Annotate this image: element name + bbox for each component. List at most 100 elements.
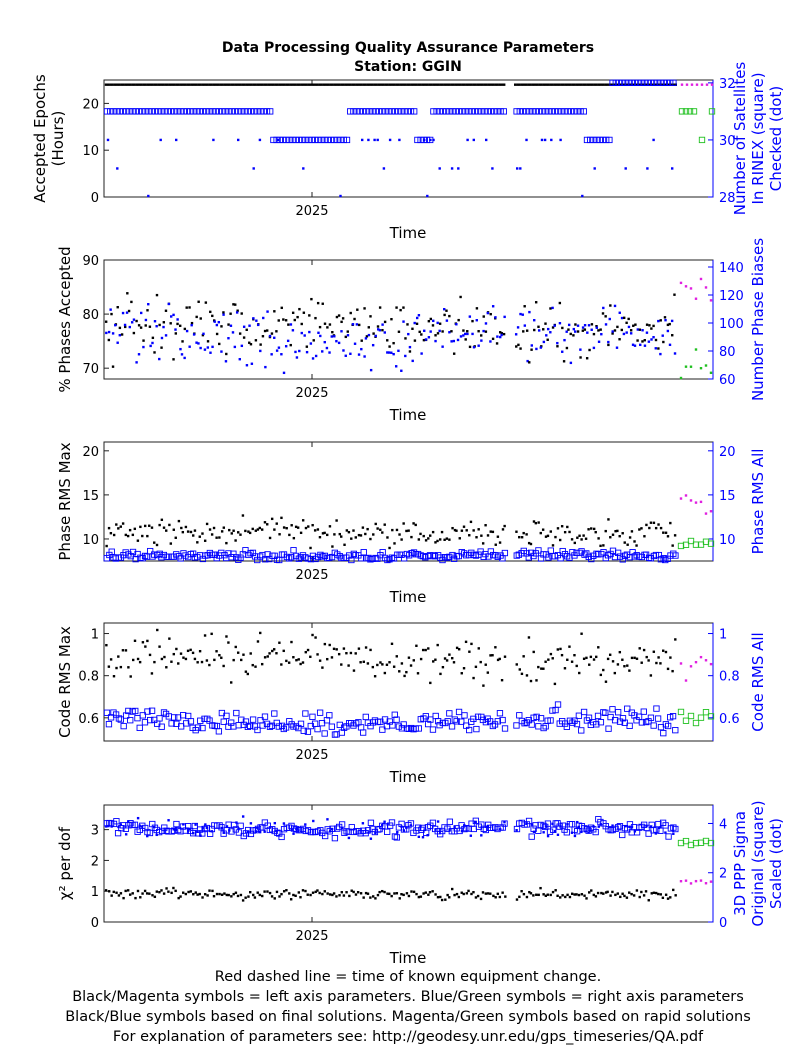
epoch-dot	[184, 83, 187, 86]
right-dot	[160, 336, 164, 340]
left-dot	[475, 536, 478, 539]
rinex-square	[324, 136, 331, 144]
left-dot	[403, 674, 406, 678]
epoch-dot	[109, 83, 112, 86]
right-dot	[411, 359, 414, 363]
right-rapid-dot	[699, 366, 703, 370]
left-dot	[302, 311, 306, 314]
y-left-tick-label: 20	[82, 97, 99, 112]
right-dot	[673, 352, 677, 355]
epoch-dot	[179, 83, 182, 86]
left-dot	[638, 647, 641, 650]
left-dot	[167, 890, 170, 893]
epoch-dot	[265, 83, 268, 86]
left-dot	[245, 328, 248, 331]
left-dot	[549, 652, 553, 656]
left-dot	[616, 529, 619, 533]
left-dot	[410, 890, 413, 893]
data-marks	[103, 628, 715, 738]
left-dot	[295, 658, 298, 662]
right-dot	[342, 349, 345, 352]
left-dot	[127, 666, 130, 669]
left-dot	[131, 533, 135, 537]
left-dot	[117, 894, 121, 897]
left-dot	[150, 672, 154, 675]
rinex-square	[254, 108, 261, 115]
rinex-square	[212, 108, 219, 115]
left-dot	[316, 301, 320, 305]
left-dot	[328, 323, 332, 326]
left-dot	[601, 312, 605, 315]
left-dot	[462, 667, 466, 670]
right-dot	[533, 319, 536, 322]
epoch-dot	[520, 83, 523, 86]
left-dot	[669, 896, 672, 899]
right-square	[307, 556, 315, 563]
right-square	[393, 834, 400, 841]
left-dot	[534, 301, 538, 304]
left-dot	[640, 527, 643, 530]
right-dot	[229, 324, 233, 327]
right-square	[403, 550, 411, 558]
left-rapid-dot	[679, 662, 683, 665]
left-dot	[412, 522, 415, 525]
left-dot	[332, 647, 336, 651]
left-dot	[288, 892, 291, 895]
right-square	[127, 820, 134, 827]
right-square	[600, 709, 607, 716]
right-square	[575, 712, 583, 719]
right-square	[235, 556, 242, 563]
left-dot	[374, 522, 377, 526]
epoch-dot	[538, 83, 541, 86]
epoch-dot	[214, 83, 218, 86]
right-square	[458, 718, 465, 725]
left-dot	[486, 892, 490, 895]
checked-dot	[212, 138, 215, 142]
left-dot	[450, 330, 453, 333]
right-square	[588, 555, 595, 563]
right-square	[156, 550, 163, 557]
rinex-square	[302, 136, 309, 144]
right-dot	[563, 338, 566, 342]
epoch-dot	[560, 83, 563, 86]
epoch-dot	[129, 83, 132, 86]
left-dot	[635, 889, 639, 892]
right-dot	[144, 318, 148, 322]
left-dot	[239, 533, 242, 536]
left-dot	[652, 891, 656, 894]
left-dot	[522, 531, 525, 535]
left-dot	[354, 536, 357, 539]
epoch-dot	[604, 83, 607, 86]
left-dot	[155, 293, 159, 297]
y-left-tick-label: 1	[91, 628, 99, 643]
left-dot	[182, 656, 185, 659]
rinex-square	[516, 108, 523, 115]
left-dot	[554, 535, 557, 539]
left-dot	[206, 894, 209, 897]
rinex-square	[411, 108, 418, 115]
left-dot	[411, 327, 414, 330]
epoch-dot	[210, 83, 213, 86]
left-dot	[168, 523, 171, 527]
rinex-square	[331, 136, 338, 144]
left-dot	[246, 672, 249, 676]
left-dot	[415, 892, 418, 896]
x-tick-label: 2025	[295, 386, 328, 401]
left-dot	[462, 525, 466, 528]
epoch-dot	[533, 83, 537, 86]
right-square	[499, 824, 506, 831]
rinex-square	[539, 108, 546, 115]
left-dot	[292, 893, 295, 897]
left-dot	[422, 534, 425, 538]
right-square	[359, 729, 367, 736]
right-square	[472, 817, 479, 824]
left-dot	[282, 526, 286, 529]
left-dot	[674, 638, 677, 641]
right-dot	[369, 368, 373, 372]
left-dot	[460, 529, 464, 532]
epoch-dot	[309, 83, 312, 86]
right-dot	[426, 833, 429, 837]
right-dot	[494, 316, 497, 319]
left-dot	[652, 324, 655, 328]
